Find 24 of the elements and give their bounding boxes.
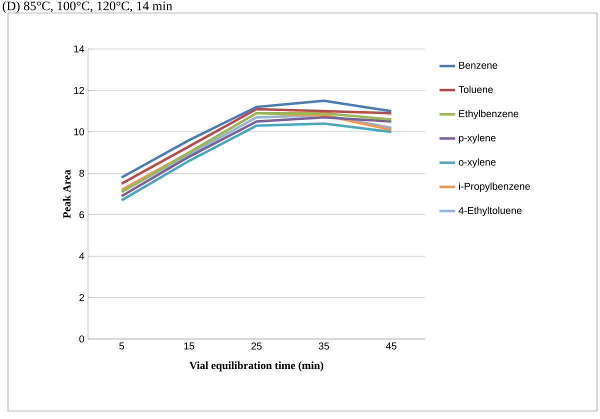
y-tick-label: 0 <box>79 335 84 343</box>
x-axis-title: Vial equilibration time (min) <box>189 361 324 372</box>
y-tick-label: 2 <box>79 294 84 302</box>
legend-label: p-xylene <box>459 134 496 144</box>
chart-title: (D) 85°C, 100°C, 120°C, 14 min <box>2 1 172 13</box>
legend-label: Toluene <box>458 86 493 94</box>
y-tick-label: 14 <box>74 46 84 52</box>
y-tick-label: 12 <box>74 86 84 94</box>
legend-label: Ethylbenzene <box>459 110 518 120</box>
x-tick-label: 25 <box>251 342 262 350</box>
y-axis-title: Peak Area <box>62 170 71 218</box>
legend-label: i-Propylbenzene <box>459 182 530 192</box>
x-tick-label: 45 <box>386 342 396 350</box>
legend-label: o-xylene <box>458 158 496 168</box>
x-tick-label: 15 <box>184 342 194 350</box>
y-tick-label: 6 <box>79 211 84 218</box>
y-tick-label: 8 <box>79 170 84 177</box>
x-tick-label: 35 <box>318 342 330 350</box>
y-tick-label: 10 <box>74 128 84 136</box>
legend-label: Benzene <box>459 62 498 69</box>
x-tick-label: 5 <box>119 342 124 350</box>
line-series <box>120 100 393 179</box>
y-tick-label: 4 <box>79 252 84 260</box>
legend-label: 4-Ethyltoluene <box>458 206 522 216</box>
